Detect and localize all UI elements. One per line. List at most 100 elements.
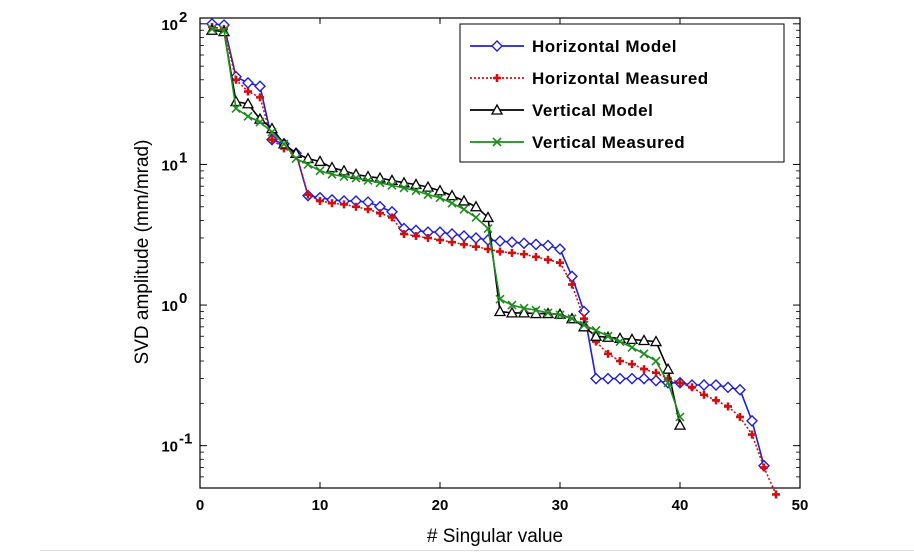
data-point-b: [507, 300, 517, 310]
data-point: [352, 202, 360, 211]
data-point: [615, 336, 625, 347]
data-point: [351, 173, 361, 183]
series-line: [211, 29, 681, 426]
data-point: [554, 243, 566, 256]
data-point: [712, 396, 720, 405]
data-point: [591, 325, 601, 335]
data-point: [628, 360, 636, 369]
data-point: [590, 372, 602, 385]
data-point: [409, 178, 423, 190]
data-point: [483, 223, 493, 234]
data-point: [387, 180, 397, 190]
data-point: [435, 193, 445, 203]
data-point: [625, 333, 639, 345]
data-point: [507, 300, 517, 310]
x-tick-label: 20: [432, 497, 449, 514]
data-point: [663, 378, 673, 388]
data-point: [566, 270, 578, 283]
series-layer: [205, 17, 780, 499]
data-point: [232, 75, 240, 84]
data-point-b: [387, 180, 397, 190]
data-point: [506, 236, 518, 249]
data-point-b: [639, 349, 649, 359]
data-point: [748, 430, 756, 439]
data-point: [337, 164, 351, 176]
data-point: [219, 25, 229, 35]
data-point: [700, 390, 708, 399]
data-point: [328, 199, 336, 208]
data-point: [303, 159, 313, 170]
data-point: [448, 238, 456, 247]
data-point-b: [519, 303, 529, 313]
data-point: [256, 93, 264, 102]
data-point: [650, 374, 662, 387]
series-horizontal-model: [206, 17, 770, 472]
data-point: [470, 231, 482, 244]
data-point: [254, 80, 266, 93]
data-point-b: [663, 378, 673, 388]
data-point: [616, 357, 624, 366]
data-point: [459, 204, 469, 214]
data-point-b: [651, 356, 661, 366]
series-line: [211, 28, 681, 418]
data-point: [555, 310, 565, 320]
data-point-b: [591, 325, 601, 335]
legend-label: Vertical Measured: [532, 133, 685, 152]
data-point: [530, 238, 542, 251]
data-point-b: [363, 175, 373, 185]
y-tick-exponent: 1: [179, 149, 187, 166]
data-point: [676, 378, 684, 387]
data-point: [423, 190, 433, 200]
data-point: [736, 412, 744, 421]
x-axis-label: # Singular value: [427, 526, 563, 547]
data-point: [518, 237, 530, 250]
data-point-b: [207, 24, 217, 34]
data-point: [495, 294, 505, 304]
data-point-b: [231, 103, 241, 114]
x-tick-label: 10: [312, 497, 329, 514]
data-point: [614, 372, 626, 385]
data-point-b: [375, 178, 385, 188]
data-point: [604, 349, 612, 358]
legend-label: Vertical Model: [532, 101, 653, 120]
y-tick-label: 10: [161, 298, 178, 315]
axis-ticks: [199, 18, 801, 489]
y-tick-label: 10: [161, 157, 178, 174]
data-point-b: [555, 310, 565, 320]
y-tick-exponent: 0: [179, 290, 187, 307]
data-point-b: [603, 331, 613, 341]
data-point: [255, 117, 265, 127]
data-point-b: [243, 111, 253, 121]
y-tick-label: 10: [161, 439, 178, 456]
data-point: [316, 196, 324, 205]
data-point-b: [315, 166, 325, 176]
data-point-b: [483, 223, 493, 234]
data-point: [652, 368, 660, 377]
data-point: [544, 255, 552, 264]
data-point: [673, 418, 687, 430]
data-point: [661, 362, 675, 374]
legend-item: Horizontal Model: [470, 37, 676, 56]
data-point: [543, 308, 553, 318]
data-point: [639, 349, 649, 359]
data-point: [376, 209, 384, 218]
legend-label: Horizontal Measured: [532, 69, 709, 88]
data-point-b: [615, 336, 625, 347]
data-point: [626, 372, 638, 385]
data-point: [589, 329, 603, 341]
data-point: [760, 463, 768, 472]
data-point: [627, 342, 637, 352]
data-point: [364, 205, 372, 214]
data-point: [484, 245, 492, 254]
data-point-b: [327, 169, 337, 179]
data-point-b: [291, 154, 301, 164]
page-divider: [40, 550, 914, 551]
data-point-b: [627, 342, 637, 352]
data-point: [446, 228, 458, 241]
x-tick-labels: 0 10 20 30 40 50: [196, 497, 809, 514]
plot-frame: [199, 17, 801, 489]
data-point: [579, 320, 589, 330]
data-point: [244, 87, 252, 96]
